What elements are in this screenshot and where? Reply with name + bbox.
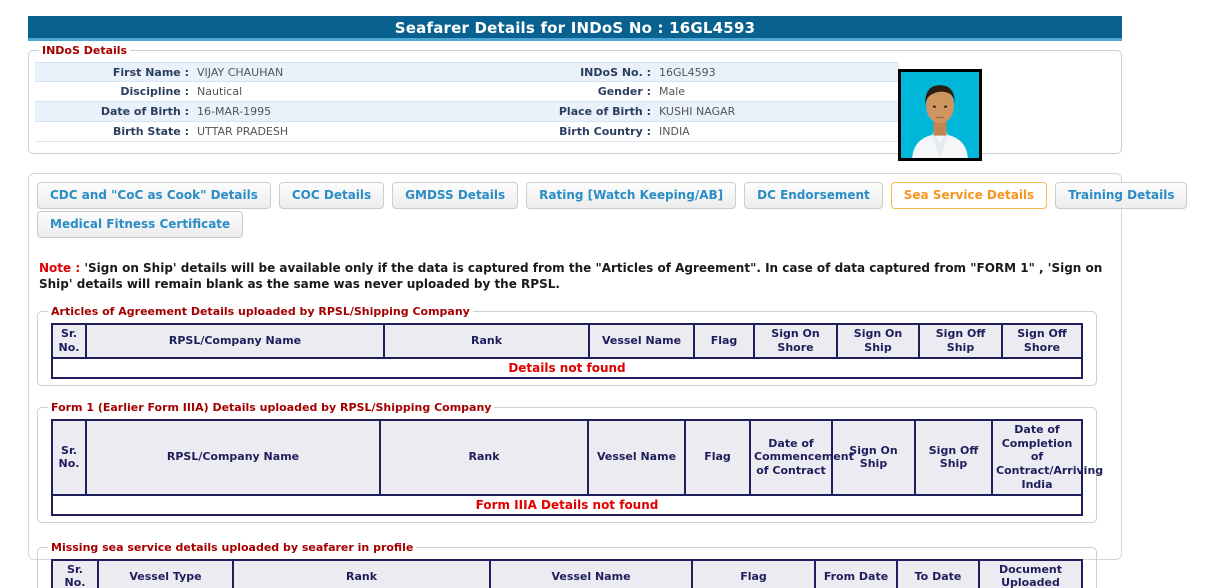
sign-on-ship-note: Note : 'Sign on Ship' details will be av… <box>39 260 1109 292</box>
first-name-label: First Name : <box>112 65 189 79</box>
col-vessel-name: Vessel Name <box>588 323 695 359</box>
detail-row: First Name : VIJAY CHAUHAN INDoS No. : 1… <box>35 62 899 82</box>
tab-row-2: Medical Fitness Certificate <box>37 211 1113 238</box>
tab-rating-watch-keeping-ab[interactable]: Rating [Watch Keeping/AB] <box>526 182 737 209</box>
gender-label: Gender : <box>597 85 651 98</box>
col-rpsl-company-name: RPSL/Company Name <box>85 323 385 359</box>
articles-of-agreement-table: Sr. No. RPSL/Company Name Rank Vessel Na… <box>51 323 1083 379</box>
col-rank: Rank <box>379 418 589 496</box>
first-name-value: VIJAY CHAUHAN <box>197 65 284 79</box>
tab-training-details[interactable]: Training Details <box>1055 182 1188 209</box>
missing-sea-service-section: Missing sea service details uploaded by … <box>37 540 1097 588</box>
col-sign-on-shore: Sign On Shore <box>753 323 838 359</box>
place-of-birth-value: KUSHI NAGAR <box>659 105 736 118</box>
missing-sea-service-legend: Missing sea service details uploaded by … <box>51 540 414 554</box>
empty-row: Form IIIA Details not found <box>51 493 1083 516</box>
col-date-of-completion: Date of Completion of Contract/Arriving … <box>991 418 1103 496</box>
col-vessel-type: Vessel Type <box>97 558 234 588</box>
table-header-row: Sr. No. RPSL/Company Name Rank Vessel Na… <box>51 323 1083 359</box>
col-rank: Rank <box>232 558 491 588</box>
tab-coc-details[interactable]: COC Details <box>278 182 385 209</box>
tab-medical-fitness-certificate[interactable]: Medical Fitness Certificate <box>37 211 244 238</box>
seafarer-photo <box>898 69 982 161</box>
articles-of-agreement-legend: Articles of Agreement Details uploaded b… <box>51 305 470 319</box>
col-flag: Flag <box>691 558 816 588</box>
gender-value: Male <box>659 85 686 98</box>
form1-section: Form 1 (Earlier Form IIIA) Details uploa… <box>37 400 1103 523</box>
indos-no-label: INDoS No. : <box>580 65 651 79</box>
form1-legend: Form 1 (Earlier Form IIIA) Details uploa… <box>51 400 492 414</box>
discipline-label: Discipline : <box>120 85 189 98</box>
col-sign-on-ship: Sign On Ship <box>836 323 920 359</box>
col-date-of-commencement: Date of Commencement of Contract <box>749 418 854 496</box>
col-sign-off-ship: Sign Off Ship <box>914 418 993 496</box>
indos-no-value: 16GL4593 <box>659 65 716 79</box>
tab-content-container: CDC and "CoC as Cook" Details COC Detail… <box>28 173 1188 588</box>
seafarer-photo-image <box>901 72 979 158</box>
indos-details-section: INDoS Details First Name : VIJAY CHAUHAN… <box>28 44 1122 161</box>
col-sr-no: Sr. No. <box>51 323 87 359</box>
tab-strip: CDC and "CoC as Cook" Details COC Detail… <box>29 174 1188 238</box>
col-to-date: To Date <box>896 558 980 588</box>
note-label: Note : <box>39 261 81 275</box>
discipline-value: Nautical <box>197 85 243 98</box>
col-rank: Rank <box>383 323 590 359</box>
col-vessel-name: Vessel Name <box>489 558 693 588</box>
col-flag: Flag <box>693 323 755 359</box>
col-from-date: From Date <box>814 558 898 588</box>
tab-sea-service-details[interactable]: Sea Service Details <box>890 182 1048 209</box>
birth-state-value: UTTAR PRADESH <box>197 125 289 138</box>
date-of-birth-value: 16-MAR-1995 <box>197 105 272 118</box>
detail-row: Discipline : Nautical Gender : Male <box>35 82 899 102</box>
detail-row: Birth State : UTTAR PRADESH Birth Countr… <box>35 122 899 142</box>
col-vessel-name: Vessel Name <box>587 418 686 496</box>
form1-table: Sr. No. RPSL/Company Name Rank Vessel Na… <box>51 418 1103 516</box>
col-sr-no: Sr. No. <box>51 418 87 496</box>
note-text: 'Sign on Ship' details will be available… <box>39 261 1103 292</box>
col-document-uploaded: Document Uploaded <box>978 558 1083 588</box>
birth-state-label: Birth State : <box>112 125 189 138</box>
tab-cdc-coc-cook-details[interactable]: CDC and "CoC as Cook" Details <box>37 182 271 209</box>
place-of-birth-label: Place of Birth : <box>558 105 651 118</box>
articles-of-agreement-section: Articles of Agreement Details uploaded b… <box>37 305 1097 386</box>
col-rpsl-company-name: RPSL/Company Name <box>85 418 381 496</box>
detail-row: Date of Birth : 16-MAR-1995 Place of Bir… <box>35 102 899 122</box>
missing-sea-service-table: Sr. No. Vessel Type Rank Vessel Name Fla… <box>51 558 1083 588</box>
tab-gmdss-details[interactable]: GMDSS Details <box>392 182 519 209</box>
details-not-found-message: Details not found <box>51 356 1083 379</box>
table-header-row: Sr. No. RPSL/Company Name Rank Vessel Na… <box>51 418 1103 496</box>
birth-country-label: Birth Country : <box>559 125 651 138</box>
birth-country-value: INDIA <box>659 125 690 138</box>
page-title: Seafarer Details for INDoS No : 16GL4593 <box>28 16 1122 41</box>
indos-details-grid: First Name : VIJAY CHAUHAN INDoS No. : 1… <box>35 62 899 142</box>
col-flag: Flag <box>684 418 751 496</box>
table-header-row: Sr. No. Vessel Type Rank Vessel Name Fla… <box>51 558 1083 588</box>
col-sr-no: Sr. No. <box>51 558 99 588</box>
col-sign-off-ship: Sign Off Ship <box>918 323 1003 359</box>
form-iiia-not-found-message: Form IIIA Details not found <box>51 493 1083 516</box>
tab-row-1: CDC and "CoC as Cook" Details COC Detail… <box>37 182 1188 209</box>
tab-dc-endorsement[interactable]: DC Endorsement <box>744 182 883 209</box>
indos-details-legend: INDoS Details <box>42 44 128 57</box>
col-sign-off-shore: Sign Off Shore <box>1001 323 1083 359</box>
col-sign-on-ship: Sign On Ship <box>831 418 916 496</box>
date-of-birth-label: Date of Birth : <box>100 105 189 118</box>
empty-row: Details not found <box>51 356 1083 379</box>
